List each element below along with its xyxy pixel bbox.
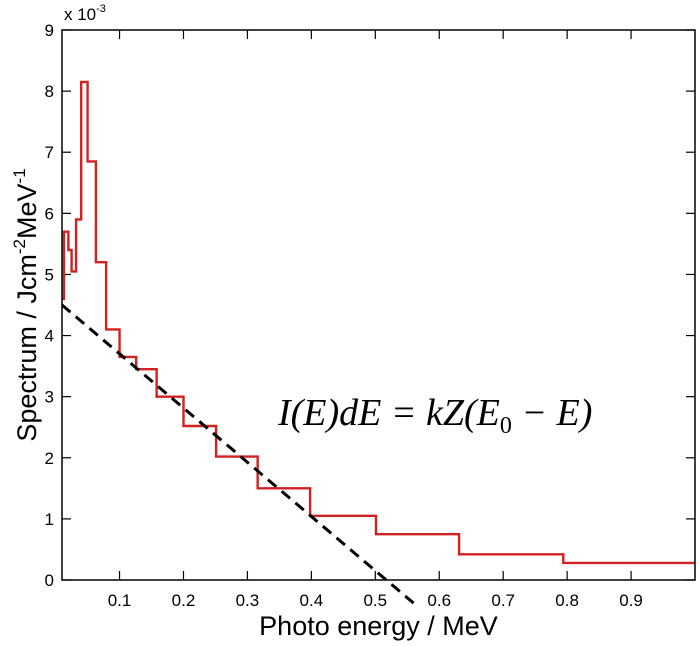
y-exponent-base: x 10 bbox=[64, 5, 96, 24]
series-layer bbox=[61, 80, 695, 605]
spectrum-step-series bbox=[62, 80, 695, 565]
x-tick-label: 0.2 bbox=[172, 591, 196, 610]
formula-subscript: 0 bbox=[500, 413, 512, 439]
y-axis-exponent: x 10-3 bbox=[64, 3, 106, 24]
formula-part-2: − E) bbox=[512, 392, 593, 434]
x-tick-label: 0.5 bbox=[363, 591, 387, 610]
y-tick-label: 3 bbox=[45, 388, 54, 407]
ticks-layer: 0.1 0.2 0.3 0.4 0.5 0.6 0.7 0.8 0.9 0 1 2 3 4 5 6 7 8 9 bbox=[45, 21, 695, 610]
y-exponent-power: -3 bbox=[96, 3, 106, 15]
y-tick-label: 1 bbox=[45, 510, 54, 529]
x-tick-label: 0.6 bbox=[427, 591, 451, 610]
y-tick-label: 5 bbox=[45, 265, 54, 284]
y-title-part-1: Spectrum / Jcm bbox=[12, 254, 42, 442]
y-tick-label: 7 bbox=[45, 143, 54, 162]
x-tick-label: 0.4 bbox=[300, 591, 324, 610]
x-tick-label: 0.9 bbox=[619, 591, 643, 610]
plot-frame bbox=[61, 29, 696, 581]
kramers-fit-dashed-line bbox=[61, 303, 415, 605]
y-tick-label: 0 bbox=[45, 571, 54, 590]
y-title-part-2: MeV bbox=[12, 183, 42, 239]
formula-part-1: I(E)dE = kZ(E bbox=[277, 392, 500, 434]
x-tick-label: 0.8 bbox=[555, 591, 579, 610]
y-tick-label: 6 bbox=[45, 204, 54, 223]
y-tick-label: 2 bbox=[45, 449, 54, 468]
y-tick-label: 4 bbox=[45, 327, 54, 346]
x-axis-title: Photo energy / MeV bbox=[259, 611, 498, 641]
y-title-sup-1: -2 bbox=[10, 239, 29, 254]
y-tick-label: 8 bbox=[45, 82, 54, 101]
x-tick-label: 0.3 bbox=[236, 591, 260, 610]
x-tick-label: 0.7 bbox=[491, 591, 515, 610]
y-title-sup-2: -1 bbox=[10, 168, 29, 183]
x-tick-label: 0.1 bbox=[108, 591, 132, 610]
y-axis-title: Spectrum / Jcm-2MeV-1 bbox=[10, 168, 42, 441]
formula-annotation: I(E)dE = kZ(E0 − E) bbox=[277, 392, 592, 439]
y-tick-label: 9 bbox=[45, 21, 54, 40]
